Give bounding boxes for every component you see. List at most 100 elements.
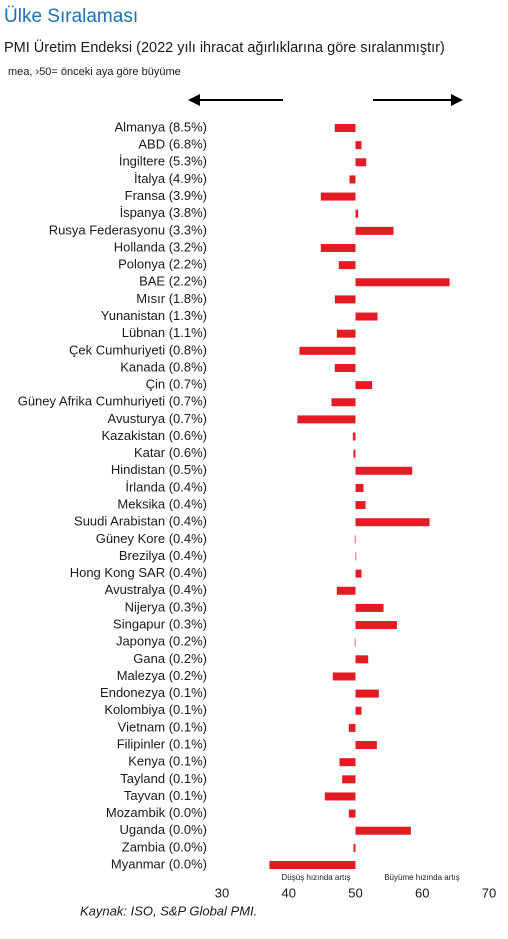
bar [355,226,394,235]
y-tick-label: Singapur (0.3%) [113,616,207,631]
bar [355,603,384,612]
bar [354,638,356,647]
bar [354,535,356,544]
bar [355,209,359,218]
bar [338,261,356,270]
y-tick-label: Tayvan (0.1%) [124,788,207,803]
bar [355,312,378,321]
y-tick-label: Gana (0.2%) [133,651,207,666]
y-tick-label: Güney Kore (0.4%) [96,531,207,546]
y-tick-label: Güney Afrika Cumhuriyeti (0.7%) [18,394,207,409]
x-tick-label: 60 [415,885,429,900]
bar [297,415,356,424]
bar [320,192,356,201]
y-tick-label: Endonezya (0.1%) [100,685,207,700]
bar [332,672,356,681]
y-tick-label: İrlanda (0.4%) [125,479,207,494]
y-tick-label: Çek Cumhuriyeti (0.8%) [69,342,207,357]
y-tick-label: Malezya (0.2%) [117,668,207,683]
bar [324,792,356,801]
y-tick-label: Uganda (0.0%) [120,822,207,837]
y-tick-label: Myanmar (0.0%) [111,856,207,871]
bar [355,689,379,698]
y-tick-label: Brezilya (0.4%) [119,548,207,563]
y-tick-label: Mozambik (0.0%) [106,805,207,820]
chart-title: Ülke Sıralaması [4,6,138,27]
bar [355,621,397,630]
y-tick-label: Yunanistan (1.3%) [101,308,207,323]
bar [334,124,356,132]
bar [355,141,362,150]
y-tick-label: Katar (0.6%) [134,445,207,460]
source: Kaynak: ISO, S&P Global PMI. [80,903,257,918]
x-tick-label: 50 [348,885,362,900]
bar [336,586,356,595]
bar [355,552,357,561]
bar [355,158,367,167]
bar [355,278,450,287]
y-tick-label: Hollanda (3.2%) [114,239,207,254]
y-tick-label: Tayland (0.1%) [120,771,207,786]
y-tick-label: Kazakistan (0.6%) [102,428,208,443]
y-tick-label: İtalya (4.9%) [134,171,207,186]
bar [355,569,362,578]
bar [342,775,356,784]
y-tick-label: Japonya (0.2%) [116,634,207,649]
y-tick-label: Nijerya (0.3%) [125,599,207,614]
y-tick-label: Hong Kong SAR (0.4%) [70,565,207,580]
y-tick-label: Rusya Federasyonu (3.3%) [49,222,207,237]
y-tick-label: Kenya (0.1%) [128,754,207,769]
bar [355,826,411,835]
left-annotation: Düşüş hızında artış [282,873,351,882]
chart-note: mea, ›50= önceki aya göre büyüme [8,66,181,78]
bar [355,466,413,475]
x-tick-label: 40 [282,885,296,900]
y-tick-label: Zambia (0.0%) [122,839,207,854]
x-tick-label: 30 [215,885,229,900]
y-tick-label: Kanada (0.8%) [120,359,207,374]
y-tick-label: ABD (6.8%) [138,137,207,152]
bar [353,449,356,458]
x-tick-label: 70 [482,885,496,900]
y-tick-label: Almanya (8.5%) [115,119,207,134]
bar [355,741,377,750]
arrows [188,94,463,106]
y-tick-label: Avusturya (0.7%) [108,411,207,426]
bar [336,329,356,338]
y-tick-label: Suudi Arabistan (0.4%) [74,514,207,529]
bar [349,175,356,184]
right-annotation: Büyüme hızında artış [384,873,460,882]
y-tick-label: Kolombiya (0.1%) [104,702,207,717]
bar [355,483,364,492]
y-tick-label: BAE (2.2%) [139,274,207,289]
bar [355,655,369,664]
y-tick-label: Polonya (2.2%) [118,257,207,272]
y-tick-label: Filipinler (0.1%) [117,736,207,751]
bar [352,432,356,441]
bar [320,243,356,252]
y-tick-label: Avustralya (0.4%) [105,582,207,597]
y-tick-label: Vietnam (0.1%) [118,719,207,734]
bar [269,861,356,870]
bar [334,363,356,372]
y-tick-label: Hindistan (0.5%) [111,462,207,477]
bar [339,758,356,767]
bar [348,809,356,818]
chart-subtitle: PMI Üretim Endeksi (2022 yılı ihracat ağ… [4,38,445,56]
y-tick-label: Fransa (3.9%) [125,188,207,203]
bar [348,723,356,732]
bar [353,843,356,852]
bar [299,346,356,355]
y-tick-label: İspanya (3.8%) [120,205,207,220]
bar [355,381,373,390]
y-tick-label: Lübnan (1.1%) [122,325,207,340]
y-tick-label: Mısır (1.8%) [136,291,207,306]
y-tick-label: Çin (0.7%) [146,377,207,392]
bar [355,518,430,527]
y-tick-label: İngiltere (5.3%) [119,154,207,169]
bar [334,295,356,304]
y-tick-label: Meksika (0.4%) [117,497,207,512]
bar [331,398,356,407]
bar [355,706,362,715]
